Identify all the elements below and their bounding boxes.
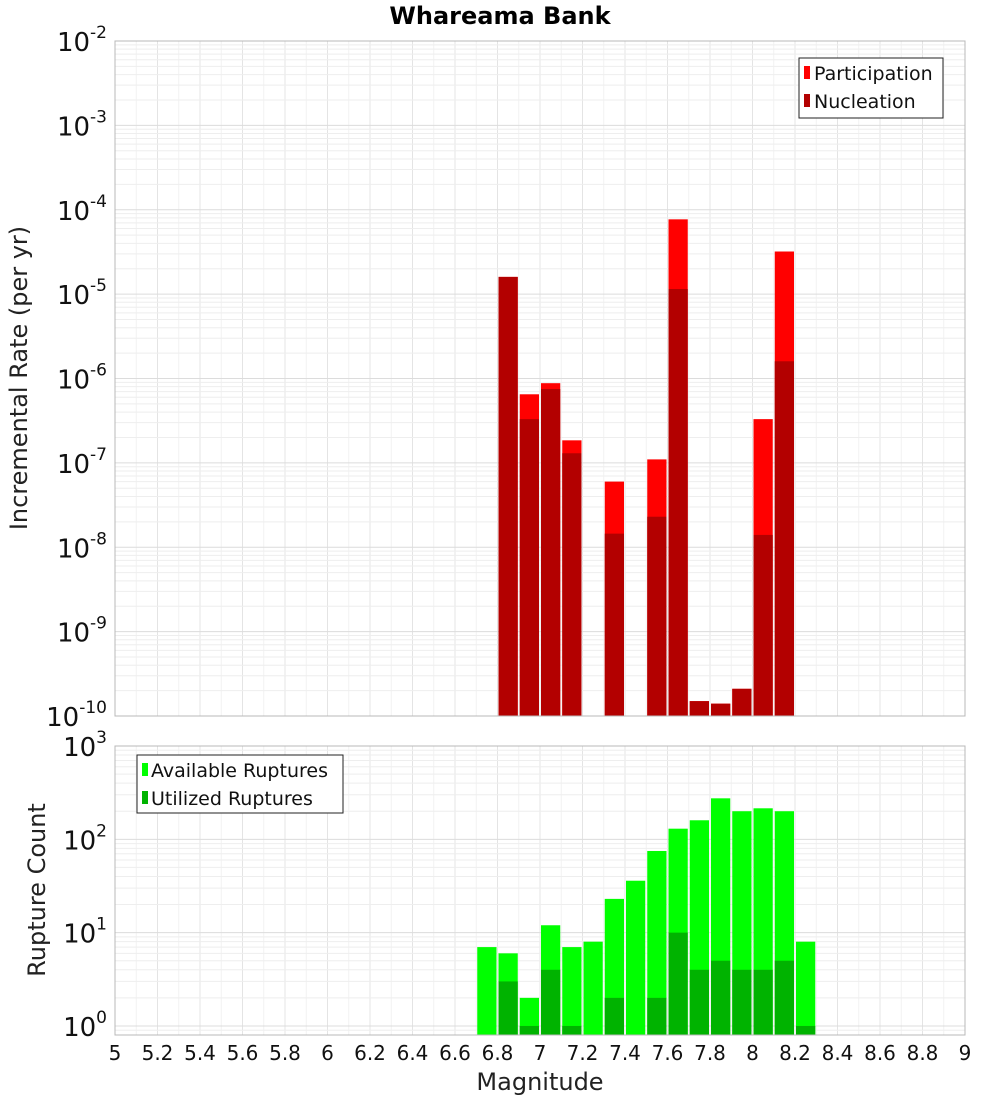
x-tick-label: 7 <box>534 1041 547 1065</box>
utilized-ruptures-bar <box>647 997 667 1035</box>
x-tick-label: 5.2 <box>142 1041 174 1065</box>
available-ruptures-bar <box>583 941 603 1035</box>
x-tick-label: 6.8 <box>482 1041 514 1065</box>
x-tick-label: 5.6 <box>227 1041 259 1065</box>
participation-legend-swatch <box>804 66 810 79</box>
utilized-ruptures-bar <box>541 969 561 1035</box>
rate-legend-box <box>798 57 944 119</box>
x-tick-label: 7.6 <box>652 1041 684 1065</box>
count-y-tick-label: 103 <box>63 728 107 763</box>
rate-legend: Participation Nucleation <box>798 57 944 119</box>
nucleation-bar <box>647 516 667 716</box>
utilized-ruptures-bar <box>668 932 688 1035</box>
rate-y-tick-label: 10-8 <box>57 529 107 564</box>
count-y-ticks: 103 102 101 100 <box>63 728 107 1043</box>
participation-legend-label: Participation <box>814 63 933 85</box>
count-y-tick-label: 100 <box>63 1008 107 1043</box>
rate-y-tick-label: 10-10 <box>46 698 107 733</box>
utilized-ruptures-bar <box>562 1025 582 1035</box>
nucleation-bar <box>604 533 624 716</box>
nucleation-bar <box>668 289 688 716</box>
x-tick-label: 6 <box>321 1041 334 1065</box>
rate-y-ticks: 10-2 10-3 10-4 10-5 10-6 10-7 10-8 10-9 10-10 <box>46 23 107 733</box>
count-y-axis-label: Rupture Count <box>23 803 51 977</box>
nucleation-legend-swatch <box>804 94 810 107</box>
utilized-ruptures-bar <box>604 997 624 1035</box>
utilized-ruptures-bar <box>711 960 731 1035</box>
available-ruptures-bar <box>562 947 582 1035</box>
count-plot-border <box>114 745 966 1036</box>
x-tick-label: 7.4 <box>609 1041 641 1065</box>
x-tick-label: 5 <box>109 1041 122 1065</box>
utilized-ruptures-bar <box>498 981 518 1035</box>
x-ticks: 5 5.2 5.4 5.6 5.8 6 6.2 6.4 6.6 6.8 7 7.2 7.4 7.6 7.8 8… <box>109 1041 972 1065</box>
utilized-legend-label: Utilized Ruptures <box>151 788 313 810</box>
rate-grid <box>114 41 966 717</box>
x-tick-label: 9 <box>959 1041 972 1065</box>
available-ruptures-bar <box>477 947 497 1035</box>
nucleation-bar <box>732 688 752 716</box>
x-tick-label: 8.4 <box>822 1041 854 1065</box>
x-tick-label: 8 <box>746 1041 759 1065</box>
rate-y-tick-label: 10-4 <box>57 192 107 227</box>
x-tick-label: 6.2 <box>354 1041 386 1065</box>
count-legend: Available Ruptures Utilized Ruptures <box>136 754 344 814</box>
x-tick-label: 5.4 <box>184 1041 216 1065</box>
rate-y-tick-label: 10-9 <box>57 614 107 649</box>
nucleation-bar <box>562 453 582 716</box>
x-tick-label: 6.6 <box>439 1041 471 1065</box>
nucleation-legend-label: Nucleation <box>814 91 916 113</box>
count-y-tick-label: 101 <box>63 915 107 950</box>
utilized-ruptures-bar <box>732 969 752 1035</box>
nucleation-bar <box>753 534 773 716</box>
available-legend-label: Available Ruptures <box>151 760 328 782</box>
rate-y-axis-label: Incremental Rate (per yr) <box>5 226 33 530</box>
utilized-legend-swatch <box>142 791 148 804</box>
rate-plot-border <box>114 40 966 717</box>
nucleation-bar <box>541 389 561 716</box>
rate-y-tick-label: 10-7 <box>57 445 107 480</box>
rate-y-tick-label: 10-3 <box>57 107 107 142</box>
nucleation-bar <box>711 703 731 716</box>
nucleation-bar <box>498 276 518 716</box>
rate-y-tick-label: 10-5 <box>57 276 107 311</box>
available-ruptures-bar <box>796 941 816 1035</box>
utilized-ruptures-bar <box>689 969 709 1035</box>
x-tick-label: 8.2 <box>779 1041 811 1065</box>
rate-panel: 10-2 10-3 10-4 10-5 10-6 10-7 10-8 10-9 10-10 In… <box>5 23 966 733</box>
count-y-tick-label: 102 <box>63 821 107 856</box>
x-tick-label: 5.8 <box>269 1041 301 1065</box>
utilized-ruptures-bar <box>796 1025 816 1035</box>
chart-title: Whareama Bank <box>389 2 611 30</box>
nucleation-bar <box>774 361 794 716</box>
x-tick-label: 8.6 <box>864 1041 896 1065</box>
nucleation-bar <box>519 419 539 716</box>
utilized-ruptures-bar <box>519 1025 539 1035</box>
count-panel: 103 102 101 100 Rupture Count Available Rup… <box>23 728 966 1043</box>
available-legend-swatch <box>142 763 148 776</box>
utilized-ruptures-bar <box>753 969 773 1035</box>
available-ruptures-bar <box>626 880 646 1035</box>
x-axis-label: Magnitude <box>476 1068 603 1096</box>
rate-y-tick-label: 10-6 <box>57 361 107 396</box>
nucleation-bar <box>689 701 709 716</box>
rate-y-tick-label: 10-2 <box>57 23 107 58</box>
count-legend-box <box>136 754 344 814</box>
rate-bars <box>498 219 794 717</box>
x-tick-label: 7.8 <box>694 1041 726 1065</box>
x-tick-label: 6.4 <box>397 1041 429 1065</box>
available-ruptures-bar <box>519 997 539 1035</box>
utilized-ruptures-bar <box>774 960 794 1035</box>
x-tick-label: 7.2 <box>567 1041 599 1065</box>
available-ruptures-bar <box>647 850 667 1035</box>
count-bars <box>477 798 816 1035</box>
x-tick-label: 8.8 <box>907 1041 939 1065</box>
